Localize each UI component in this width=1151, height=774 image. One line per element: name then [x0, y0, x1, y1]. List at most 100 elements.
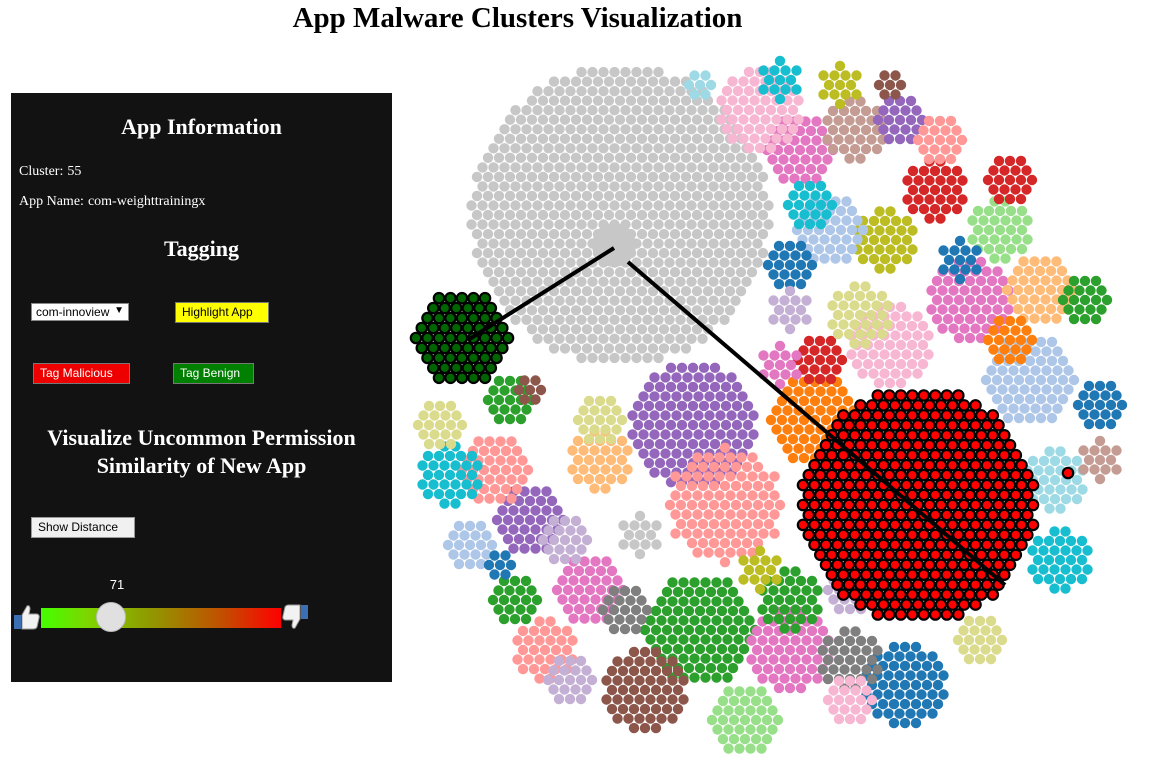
app-node[interactable]: [1019, 384, 1030, 395]
app-node[interactable]: [634, 529, 646, 541]
app-node[interactable]: [806, 594, 818, 606]
app-node[interactable]: [559, 515, 571, 527]
app-node[interactable]: [504, 286, 516, 297]
app-node[interactable]: [954, 235, 966, 247]
cluster-11[interactable]: [597, 585, 653, 635]
app-node[interactable]: [862, 358, 874, 370]
app-node[interactable]: [795, 644, 807, 656]
app-node[interactable]: [449, 321, 463, 335]
app-node[interactable]: [631, 181, 642, 192]
app-node[interactable]: [528, 644, 540, 656]
app-node[interactable]: [714, 471, 725, 482]
app-node[interactable]: [614, 305, 626, 316]
cluster-32[interactable]: [762, 240, 818, 290]
app-node[interactable]: [784, 663, 796, 675]
app-node[interactable]: [833, 654, 845, 666]
app-node[interactable]: [620, 105, 631, 116]
app-node[interactable]: [515, 152, 527, 163]
app-node[interactable]: [806, 663, 818, 675]
app-node[interactable]: [703, 509, 714, 520]
app-node[interactable]: [1035, 336, 1047, 348]
app-node[interactable]: [421, 311, 434, 325]
app-node[interactable]: [820, 414, 832, 426]
app-node[interactable]: [782, 199, 794, 211]
app-node[interactable]: [493, 286, 505, 297]
app-node[interactable]: [819, 478, 833, 492]
app-node[interactable]: [901, 368, 912, 379]
cluster-60[interactable]: [513, 375, 547, 405]
app-node[interactable]: [619, 623, 631, 635]
app-node[interactable]: [1013, 393, 1025, 405]
app-node[interactable]: [986, 588, 1000, 601]
app-node[interactable]: [559, 190, 571, 202]
app-node[interactable]: [445, 400, 457, 412]
app-node[interactable]: [645, 529, 657, 541]
app-node[interactable]: [828, 685, 839, 696]
app-node[interactable]: [559, 114, 571, 125]
app-node[interactable]: [524, 384, 536, 396]
app-node[interactable]: [628, 684, 640, 696]
app-node[interactable]: [928, 608, 942, 621]
app-node[interactable]: [808, 234, 819, 245]
app-node[interactable]: [825, 468, 839, 482]
app-node[interactable]: [872, 645, 883, 656]
app-node[interactable]: [1051, 256, 1062, 267]
app-node[interactable]: [1032, 535, 1044, 547]
app-node[interactable]: [747, 509, 758, 520]
app-node[interactable]: [746, 654, 757, 665]
app-node[interactable]: [751, 663, 763, 675]
app-node[interactable]: [745, 705, 756, 716]
app-node[interactable]: [495, 474, 506, 485]
app-node[interactable]: [741, 162, 752, 173]
app-node[interactable]: [598, 276, 609, 287]
app-node[interactable]: [928, 588, 942, 601]
app-node[interactable]: [846, 349, 857, 360]
app-node[interactable]: [997, 428, 1011, 442]
app-node[interactable]: [554, 219, 565, 230]
app-node[interactable]: [489, 464, 501, 476]
app-node[interactable]: [687, 419, 699, 431]
app-node[interactable]: [833, 603, 845, 615]
app-node[interactable]: [671, 429, 682, 440]
app-node[interactable]: [735, 286, 747, 297]
app-node[interactable]: [928, 488, 942, 502]
app-node[interactable]: [683, 586, 695, 598]
app-node[interactable]: [923, 330, 934, 341]
app-node[interactable]: [940, 428, 954, 442]
app-node[interactable]: [472, 479, 483, 490]
app-node[interactable]: [772, 714, 784, 726]
app-node[interactable]: [980, 374, 992, 386]
app-node[interactable]: [751, 644, 763, 656]
app-node[interactable]: [813, 448, 827, 462]
app-node[interactable]: [1009, 508, 1023, 522]
app-node[interactable]: [787, 104, 799, 116]
app-node[interactable]: [873, 79, 885, 91]
app-node[interactable]: [702, 305, 714, 316]
app-node[interactable]: [991, 393, 1003, 405]
app-node[interactable]: [1094, 473, 1106, 485]
app-node[interactable]: [1015, 538, 1028, 552]
app-node[interactable]: [642, 143, 653, 154]
app-node[interactable]: [1060, 583, 1071, 594]
app-node[interactable]: [708, 105, 719, 116]
app-node[interactable]: [724, 209, 736, 221]
app-node[interactable]: [1010, 325, 1021, 336]
app-node[interactable]: [997, 508, 1011, 522]
app-node[interactable]: [934, 558, 948, 572]
app-node[interactable]: [927, 670, 938, 681]
app-node[interactable]: [554, 181, 565, 192]
app-node[interactable]: [754, 583, 766, 595]
app-node[interactable]: [923, 349, 934, 360]
app-node[interactable]: [694, 586, 706, 598]
app-node[interactable]: [461, 479, 472, 490]
app-node[interactable]: [500, 445, 512, 457]
app-node[interactable]: [865, 418, 879, 432]
app-node[interactable]: [911, 438, 925, 452]
app-node[interactable]: [581, 76, 593, 87]
app-node[interactable]: [620, 352, 631, 364]
app-node[interactable]: [672, 605, 684, 617]
app-node[interactable]: [512, 635, 523, 646]
app-node[interactable]: [946, 578, 959, 591]
app-node[interactable]: [859, 568, 873, 581]
app-node[interactable]: [1019, 365, 1030, 376]
